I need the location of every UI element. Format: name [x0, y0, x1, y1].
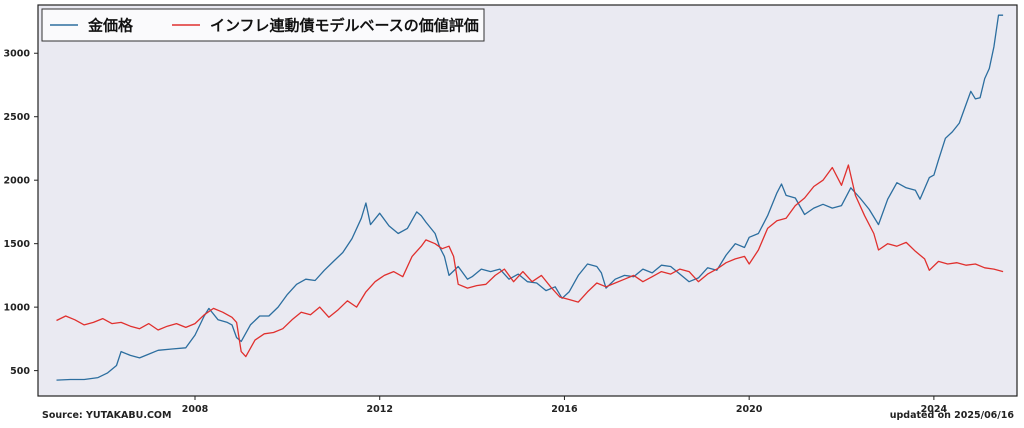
- y-axis: 500 1000 1500 2000 2500 3000: [4, 49, 38, 377]
- series-line-2: [56, 164, 1004, 358]
- legend-label-1: 金価格: [87, 17, 134, 35]
- series-line-1: [56, 14, 1004, 381]
- x-tick-label: 2024: [921, 404, 948, 415]
- y-tick-label: 3000: [4, 49, 31, 60]
- legend-box: [41, 8, 485, 42]
- plot-frame: [37, 4, 1018, 397]
- legend-label-2: インフレ連動債モデルベースの価値評価: [210, 17, 479, 35]
- y-tick-label: 500: [10, 366, 30, 377]
- legend: 金価格 インフレ連動債モデルベースの価値評価: [41, 8, 485, 42]
- x-tick-label: 2008: [182, 404, 209, 415]
- series-layer: [56, 14, 1004, 381]
- x-tick-label: 2012: [366, 404, 392, 415]
- y-tick-label: 2500: [4, 112, 31, 123]
- y-tick-label: 2000: [4, 176, 31, 187]
- updated-date-label: updated on 2025/06/16: [889, 410, 1014, 421]
- source-label: Source: YUTAKABU.COM: [42, 410, 172, 421]
- x-axis: 2008 2012 2016 2020 2024: [182, 396, 948, 415]
- x-tick-label: 2020: [736, 404, 763, 415]
- y-tick-label: 1000: [4, 303, 31, 314]
- x-tick-label: 2016: [551, 404, 578, 415]
- plot-area: [38, 5, 1017, 396]
- y-tick-label: 1500: [4, 239, 31, 250]
